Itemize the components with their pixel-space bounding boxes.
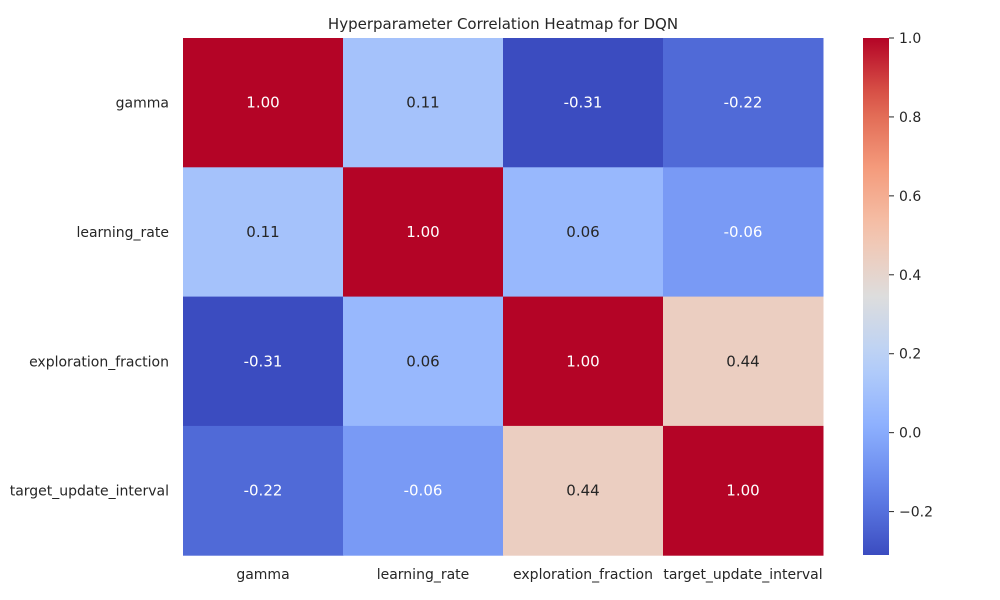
column-tick-label: gamma bbox=[236, 567, 289, 583]
column-tick-label: exploration_fraction bbox=[513, 567, 653, 583]
row-tick-label: exploration_fraction bbox=[29, 354, 169, 370]
heatmap-cell bbox=[663, 38, 824, 168]
cell-value-label: -0.31 bbox=[564, 94, 603, 112]
cell-value-label: 0.44 bbox=[566, 482, 599, 500]
colorbar-tick-label: 0.2 bbox=[899, 347, 921, 363]
heatmap-cells: 1.00 0.11 -0.31 -0.22 0.11 1.00 0.06 -0.06 -0.31… bbox=[183, 38, 824, 556]
colorbar: −0.2 0.0 0.2 0.4 0.6 0.8 1.0 bbox=[863, 31, 933, 555]
heatmap-cell bbox=[183, 296, 344, 427]
column-tick-label: learning_rate bbox=[377, 567, 470, 583]
cell-value-label: 1.00 bbox=[726, 482, 759, 500]
heatmap-cell bbox=[503, 38, 664, 168]
colorbar-tick-label: 1.0 bbox=[899, 31, 921, 47]
cell-value-label: 0.11 bbox=[406, 94, 439, 112]
cell-value-label: 1.00 bbox=[246, 94, 279, 112]
heatmap-cell bbox=[343, 296, 504, 427]
row-tick-label: gamma bbox=[116, 96, 169, 112]
cell-value-label: -0.31 bbox=[244, 352, 283, 370]
cell-value-label: -0.22 bbox=[244, 482, 283, 500]
cell-value-label: 0.44 bbox=[726, 352, 759, 370]
column-labels: gamma learning_rate exploration_fraction ta… bbox=[236, 567, 822, 583]
heatmap-cell bbox=[183, 38, 344, 168]
heatmap-cell bbox=[663, 425, 824, 556]
colorbar-tick-label: 0.8 bbox=[899, 110, 921, 126]
cell-value-label: -0.22 bbox=[724, 94, 763, 112]
heatmap-cell bbox=[343, 167, 504, 298]
heatmap-cell bbox=[663, 167, 824, 298]
cell-value-label: 0.11 bbox=[246, 223, 279, 241]
colorbar-tick-label: 0.0 bbox=[899, 426, 921, 442]
row-labels: gamma learning_rate exploration_fractionta… bbox=[10, 96, 169, 500]
cell-value-label: -0.06 bbox=[724, 223, 763, 241]
row-tick-label: target_update_interval bbox=[10, 484, 169, 500]
heatmap-cell bbox=[183, 167, 344, 298]
heatmap-cell bbox=[503, 167, 664, 298]
colorbar-gradient bbox=[863, 38, 889, 555]
cell-value-label: 0.06 bbox=[566, 223, 599, 241]
cell-value-label: 1.00 bbox=[406, 223, 439, 241]
row-tick-label: learning_rate bbox=[76, 225, 169, 241]
colorbar-tick-label: 0.4 bbox=[899, 268, 921, 284]
cell-value-label: 0.06 bbox=[406, 352, 439, 370]
cell-value-label: 1.00 bbox=[566, 352, 599, 370]
column-tick-label: target_update_interval bbox=[663, 567, 822, 583]
heatmap-cell bbox=[503, 425, 664, 556]
colorbar-tick-label: 0.6 bbox=[899, 189, 921, 205]
heatmap-cell bbox=[503, 296, 664, 427]
heatmap-cell bbox=[343, 425, 504, 556]
heatmap-cell bbox=[343, 38, 504, 168]
cell-value-label: -0.06 bbox=[404, 482, 443, 500]
chart-title: Hyperparameter Correlation Heatmap for D… bbox=[328, 15, 678, 33]
heatmap-cell bbox=[663, 296, 824, 427]
colorbar-tick-label: −0.2 bbox=[899, 505, 933, 521]
heatmap-cell bbox=[183, 425, 344, 556]
